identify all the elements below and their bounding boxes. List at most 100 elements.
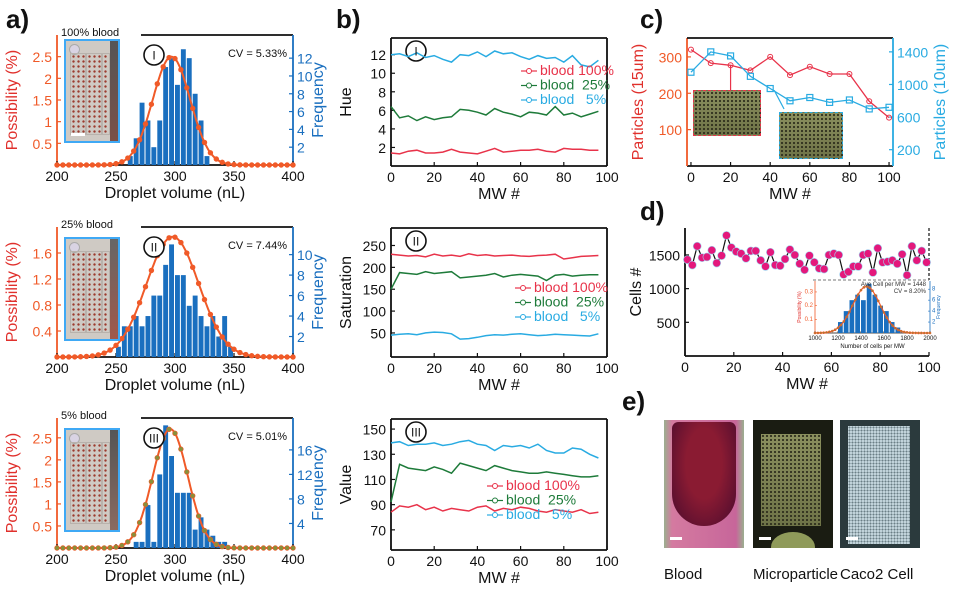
y-tick-label: 0.4 bbox=[33, 324, 53, 340]
y2-axis-label: Frequency bbox=[310, 445, 327, 521]
series-line bbox=[390, 105, 599, 122]
fit-marker bbox=[131, 532, 137, 538]
fit-marker bbox=[272, 162, 278, 168]
y-tick-label: 0.1 bbox=[805, 317, 814, 323]
fit-marker bbox=[142, 501, 149, 508]
series-marker bbox=[786, 97, 794, 105]
histogram-bar bbox=[186, 492, 192, 548]
series-line bbox=[690, 51, 890, 110]
fit-marker bbox=[66, 545, 72, 551]
x-axis-label: MW # bbox=[478, 570, 520, 587]
histogram-bar bbox=[216, 336, 222, 357]
fit-marker bbox=[853, 298, 857, 302]
fit-marker bbox=[254, 162, 261, 168]
fit-marker bbox=[207, 311, 214, 318]
fit-marker bbox=[71, 354, 78, 360]
series-marker bbox=[865, 105, 873, 113]
x-tick-label: 300 bbox=[163, 360, 187, 376]
cells-point bbox=[868, 268, 878, 277]
fit-marker bbox=[89, 545, 96, 551]
y-tick-label: 500 bbox=[657, 315, 681, 331]
x-tick-label: 100 bbox=[595, 169, 619, 185]
y-tick-label: 2 bbox=[378, 140, 386, 156]
fit-marker bbox=[95, 162, 102, 168]
x-tick-label: 100 bbox=[595, 360, 619, 376]
y-tick-label: 0.5 bbox=[33, 136, 53, 152]
y2-tick-label: 16 bbox=[297, 442, 313, 458]
x-tick-label: 300 bbox=[163, 168, 187, 184]
x-tick-label: 250 bbox=[104, 551, 128, 567]
fit-marker bbox=[836, 326, 840, 330]
fit-marker bbox=[278, 545, 284, 551]
y2-tick-label: 4 bbox=[932, 309, 936, 315]
fit-marker bbox=[865, 285, 869, 288]
histogram-bar bbox=[861, 300, 866, 333]
x-axis-label: MW # bbox=[478, 377, 520, 394]
roman-numeral: II bbox=[151, 241, 158, 255]
y2-tick-label: 4 bbox=[297, 516, 305, 532]
y2-tick-label: 6 bbox=[297, 288, 305, 304]
fit-marker bbox=[266, 545, 273, 551]
fit-marker bbox=[113, 544, 119, 550]
histogram-bar bbox=[116, 346, 121, 357]
x-tick-label: 250 bbox=[104, 360, 128, 376]
y2-tick-label: 10 bbox=[297, 68, 313, 84]
chart-a-I bbox=[54, 34, 296, 168]
chip-photo-5-blood bbox=[64, 428, 120, 532]
histogram-bar bbox=[175, 84, 180, 165]
series-marker bbox=[766, 84, 774, 93]
cells-point bbox=[683, 255, 692, 264]
inset-label: 25% blood bbox=[61, 219, 113, 231]
cells-point bbox=[892, 259, 902, 269]
x-tick-label: 2000 bbox=[923, 336, 937, 342]
x-tick-label: 100 bbox=[917, 359, 941, 375]
fit-marker bbox=[125, 155, 131, 161]
panel-label-a: a) bbox=[6, 4, 30, 34]
series-line bbox=[390, 253, 599, 260]
fit-marker bbox=[897, 328, 900, 332]
fit-marker bbox=[190, 264, 196, 271]
fit-marker bbox=[902, 330, 906, 334]
fit-marker bbox=[830, 329, 834, 333]
roman-numeral: III bbox=[149, 432, 159, 446]
legend-label: blood 5% bbox=[534, 308, 600, 324]
fit-marker bbox=[60, 354, 66, 360]
fit-marker bbox=[195, 513, 202, 519]
histogram-bar bbox=[180, 275, 186, 357]
histogram-bar bbox=[855, 294, 860, 333]
series-line bbox=[390, 503, 599, 515]
histogram-bar bbox=[198, 517, 204, 548]
annotation-cv: CV = 5.01% bbox=[228, 431, 287, 443]
y-tick-label: 1500 bbox=[649, 247, 680, 263]
fit-marker bbox=[190, 493, 196, 499]
cells-point bbox=[795, 259, 804, 269]
series-marker bbox=[846, 71, 853, 77]
x-tick-label: 1000 bbox=[808, 336, 822, 342]
fit-marker bbox=[83, 353, 90, 360]
histogram-bar bbox=[889, 322, 895, 333]
fit-marker bbox=[819, 331, 823, 335]
fit-marker bbox=[237, 545, 243, 551]
fit-marker bbox=[260, 545, 267, 551]
y2-tick-label: 6 bbox=[297, 104, 305, 120]
legend-marker bbox=[520, 285, 526, 291]
chip-photo-100-blood bbox=[64, 39, 120, 143]
fit-marker bbox=[166, 54, 172, 61]
y-axis-label: Possibility (%) bbox=[4, 433, 21, 533]
histogram-bar bbox=[204, 529, 210, 548]
y-tick-label: 1 bbox=[44, 114, 52, 130]
fit-marker bbox=[136, 519, 143, 526]
fit-marker bbox=[219, 159, 225, 166]
series-marker bbox=[866, 98, 873, 105]
y-tick-label: 50 bbox=[370, 325, 386, 341]
cells-point bbox=[810, 258, 819, 267]
histogram-bar bbox=[169, 244, 174, 357]
cells-point bbox=[785, 245, 795, 254]
fit-marker bbox=[166, 426, 172, 432]
fit-marker bbox=[101, 350, 107, 356]
fit-marker bbox=[908, 331, 912, 334]
cells-point bbox=[707, 245, 717, 255]
fit-marker bbox=[905, 331, 909, 334]
roman-numeral: II bbox=[413, 235, 420, 249]
series-marker bbox=[787, 72, 793, 79]
